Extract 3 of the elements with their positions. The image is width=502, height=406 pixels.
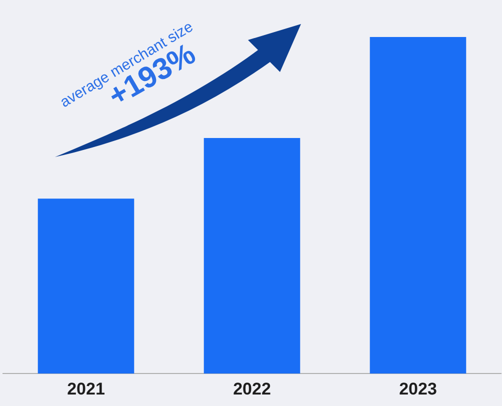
x-tick-label: 2023	[399, 379, 437, 398]
x-tick-label: 2021	[67, 379, 105, 398]
x-tick-label: 2022	[233, 379, 271, 398]
